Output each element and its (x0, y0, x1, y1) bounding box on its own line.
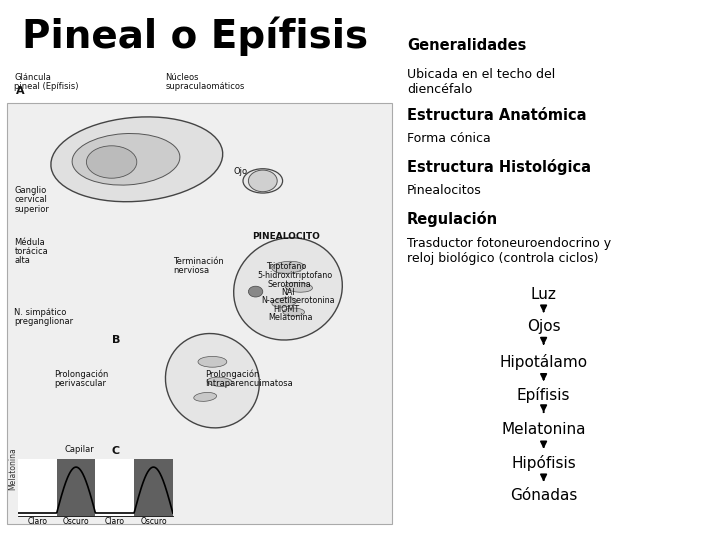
Text: Regulación: Regulación (407, 211, 498, 227)
Text: HIOMT: HIOMT (274, 305, 300, 314)
Text: Luz: Luz (531, 287, 557, 302)
Text: Ubicada en el techo del
diencéfalo: Ubicada en el techo del diencéfalo (407, 68, 555, 96)
Text: Melatonina: Melatonina (501, 422, 586, 437)
Ellipse shape (285, 282, 312, 292)
Text: Melatonina: Melatonina (9, 447, 17, 490)
Text: Trasductor fotoneuroendocrino y
reloj biológico (controla ciclos): Trasductor fotoneuroendocrino y reloj bi… (407, 237, 611, 265)
Ellipse shape (283, 308, 305, 316)
Text: Pinealocitos: Pinealocitos (407, 184, 482, 197)
Text: A: A (16, 86, 24, 97)
Text: Terminación: Terminación (173, 256, 223, 266)
Circle shape (248, 286, 263, 297)
Text: Intraparencuimatosa: Intraparencuimatosa (205, 379, 293, 388)
Text: cervical: cervical (14, 195, 48, 205)
Text: Estructura Histológica: Estructura Histológica (407, 159, 591, 176)
FancyBboxPatch shape (7, 103, 392, 524)
Ellipse shape (243, 168, 283, 193)
Ellipse shape (234, 238, 342, 340)
Text: N-acetilserotonina: N-acetilserotonina (261, 296, 335, 306)
Ellipse shape (51, 117, 222, 202)
Text: Gónadas: Gónadas (510, 488, 577, 503)
Text: NAI: NAI (281, 288, 294, 298)
Ellipse shape (272, 298, 297, 307)
Text: Serotonina: Serotonina (268, 280, 312, 289)
Text: Gláncula: Gláncula (14, 73, 51, 82)
Circle shape (248, 170, 277, 192)
Ellipse shape (198, 356, 227, 367)
Text: PINEALOCITO: PINEALOCITO (252, 232, 320, 241)
Ellipse shape (207, 377, 232, 387)
Text: Forma cónica: Forma cónica (407, 132, 490, 145)
Text: nerviosa: nerviosa (173, 266, 209, 275)
Bar (95, 459, 134, 516)
Text: 5-hidroxitriptofano: 5-hidroxitriptofano (258, 271, 333, 280)
Text: Generalidades: Generalidades (407, 38, 526, 53)
Text: Melatonina: Melatonina (268, 313, 312, 322)
Ellipse shape (86, 146, 137, 178)
Text: superior: superior (14, 205, 49, 214)
Ellipse shape (272, 261, 304, 273)
Text: Ganglio: Ganglio (14, 186, 47, 195)
Text: Hipófisis: Hipófisis (511, 455, 576, 471)
Text: Estructura Anatómica: Estructura Anatómica (407, 108, 586, 123)
Bar (18, 459, 57, 516)
Text: Ojo: Ojo (234, 167, 248, 177)
Bar (57, 459, 95, 516)
Ellipse shape (72, 133, 180, 185)
Text: Epífisis: Epífisis (517, 387, 570, 403)
Text: Prolongación: Prolongación (205, 370, 260, 380)
Text: pineal (Epífisis): pineal (Epífisis) (14, 82, 79, 91)
Text: Triptofano: Triptofano (266, 262, 307, 271)
Ellipse shape (194, 393, 217, 401)
Text: Núcleos: Núcleos (166, 73, 199, 82)
Text: B: B (112, 335, 120, 345)
Text: supraculaomáticos: supraculaomáticos (166, 82, 245, 91)
Text: Pineal o Epífisis: Pineal o Epífisis (22, 16, 368, 56)
Text: perivascular: perivascular (54, 379, 106, 388)
Ellipse shape (166, 334, 259, 428)
Text: N. simpático: N. simpático (14, 308, 67, 317)
Text: Prolongación: Prolongación (54, 370, 109, 380)
Text: preganglionar: preganglionar (14, 317, 73, 326)
Text: alta: alta (14, 256, 30, 265)
Bar (134, 459, 173, 516)
Text: Médula: Médula (14, 238, 45, 247)
Text: Ojos: Ojos (527, 319, 560, 334)
Text: Capilar: Capilar (65, 446, 94, 455)
Text: Hipotálamo: Hipotálamo (500, 354, 588, 370)
Text: torácica: torácica (14, 247, 48, 256)
Text: C: C (112, 446, 120, 456)
